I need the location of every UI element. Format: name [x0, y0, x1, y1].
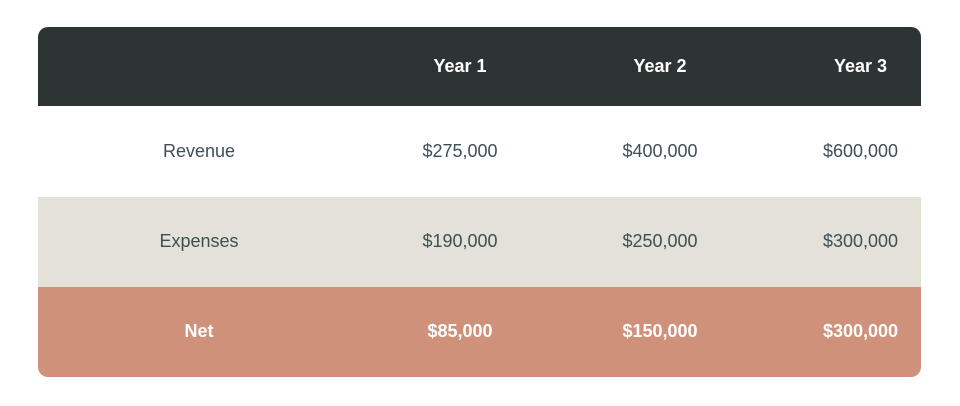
financial-summary-table: Year 1 Year 2 Year 3 Revenue $275,000 $4…: [38, 27, 921, 377]
cell-value: $275,000: [422, 140, 498, 161]
cell-value: $85,000: [427, 321, 493, 342]
cell-value: $300,000: [822, 231, 899, 252]
header-cell-year-2: Year 2: [633, 55, 687, 76]
cell-value: $400,000: [622, 140, 698, 161]
table-row-revenue: Revenue $275,000 $400,000 $600,000: [38, 106, 921, 197]
row-label: Net: [184, 321, 214, 342]
table-header-row: Year 1 Year 2 Year 3: [38, 27, 921, 106]
cell-value: $150,000: [622, 321, 698, 342]
header-cell-year-1: Year 1: [433, 55, 487, 76]
row-label: Expenses: [159, 231, 239, 252]
row-label: Revenue: [162, 140, 236, 161]
table-row-expenses: Expenses $190,000 $250,000 $300,000: [38, 197, 921, 287]
cell-value: $600,000: [822, 140, 899, 161]
cell-value: $250,000: [622, 231, 698, 252]
cell-value: $300,000: [822, 321, 899, 342]
header-cell-year-3: Year 3: [833, 55, 888, 76]
table-row-net: Net $85,000 $150,000 $300,000: [38, 287, 921, 377]
cell-value: $190,000: [422, 231, 498, 252]
